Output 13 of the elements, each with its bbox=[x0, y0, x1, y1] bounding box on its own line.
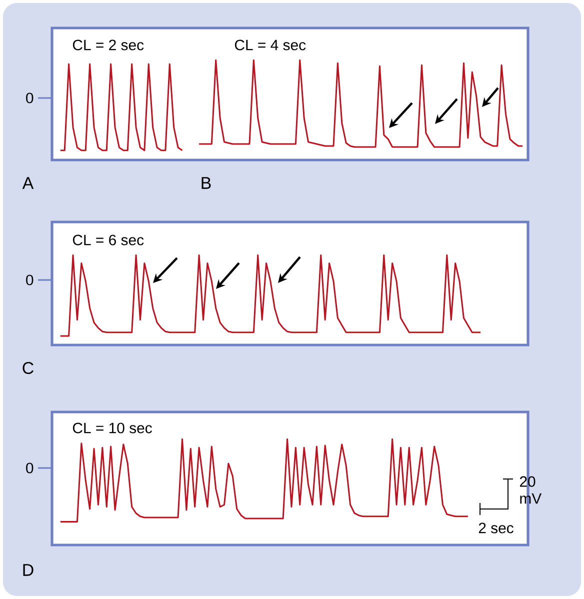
text: 0 bbox=[26, 92, 34, 104]
text: 2 sec bbox=[478, 522, 514, 534]
text: B bbox=[202, 177, 211, 189]
text: CL = 4 sec bbox=[234, 40, 306, 50]
text: 0 bbox=[26, 274, 34, 286]
text: 0 bbox=[26, 462, 34, 474]
text: CL = 2 sec bbox=[72, 40, 144, 50]
text: D bbox=[23, 564, 34, 576]
text: 20 mV bbox=[520, 476, 542, 504]
text: CL = 10 sec bbox=[72, 422, 152, 434]
text: C bbox=[22, 362, 34, 374]
text: CL = 6 sec bbox=[72, 234, 144, 246]
text: A bbox=[22, 177, 34, 189]
